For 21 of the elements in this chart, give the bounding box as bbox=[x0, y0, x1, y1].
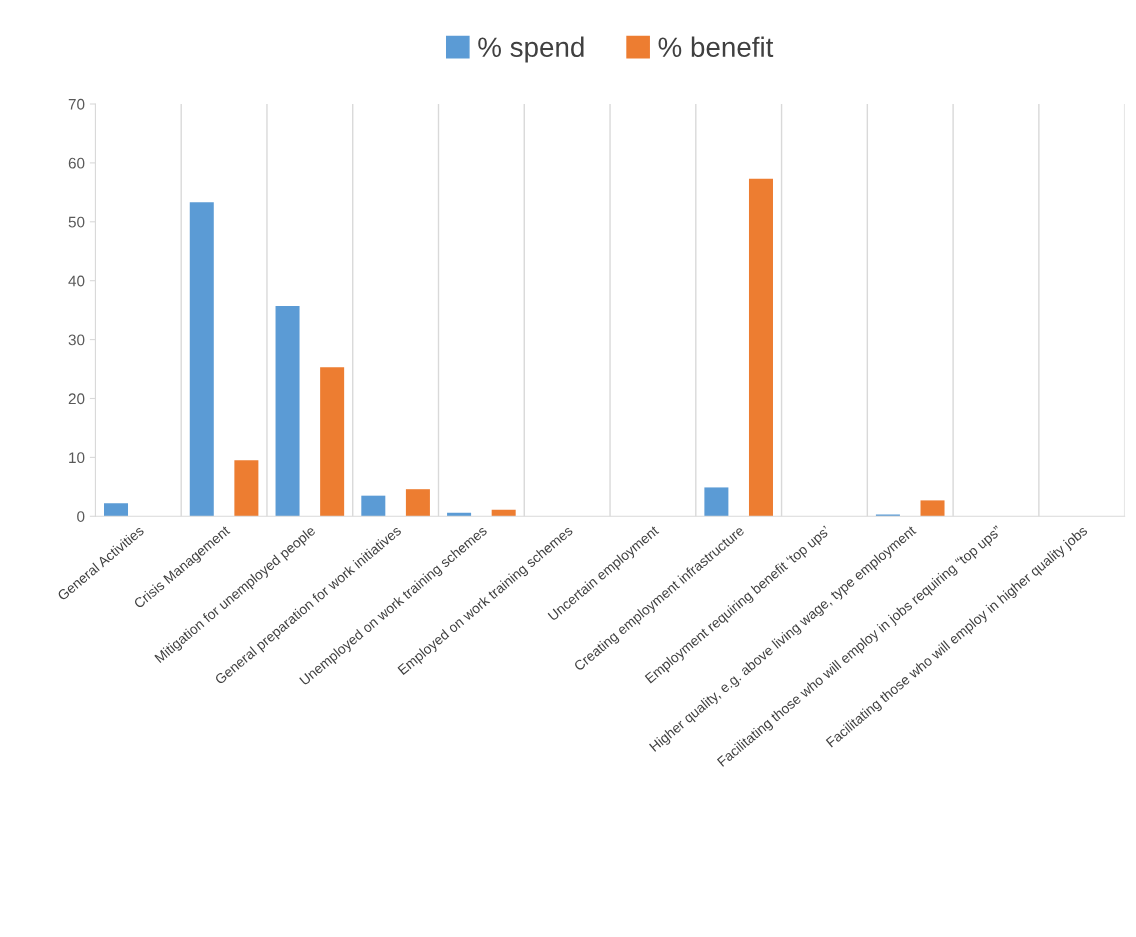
y-tick-label: 30 bbox=[68, 334, 85, 346]
bar bbox=[748, 178, 773, 517]
y-tick-label: 50 bbox=[68, 216, 85, 228]
legend-label: % spend bbox=[478, 36, 584, 63]
y-tick-label: 10 bbox=[69, 452, 85, 464]
y-tick-label: 20 bbox=[68, 393, 85, 405]
y-tick-label: 40 bbox=[68, 275, 85, 287]
bar bbox=[275, 306, 300, 517]
bar bbox=[234, 460, 259, 517]
bar bbox=[104, 503, 129, 517]
bar bbox=[491, 509, 516, 517]
bar bbox=[920, 500, 945, 517]
bar bbox=[189, 202, 214, 517]
bar bbox=[320, 367, 345, 517]
bar bbox=[405, 489, 430, 517]
bar bbox=[361, 495, 386, 517]
bar bbox=[704, 487, 729, 517]
y-tick-label: 70 bbox=[68, 98, 85, 110]
legend-label: % benefit bbox=[658, 36, 774, 58]
y-tick-label: 60 bbox=[68, 157, 85, 169]
y-tick-label: 0 bbox=[77, 511, 85, 522]
